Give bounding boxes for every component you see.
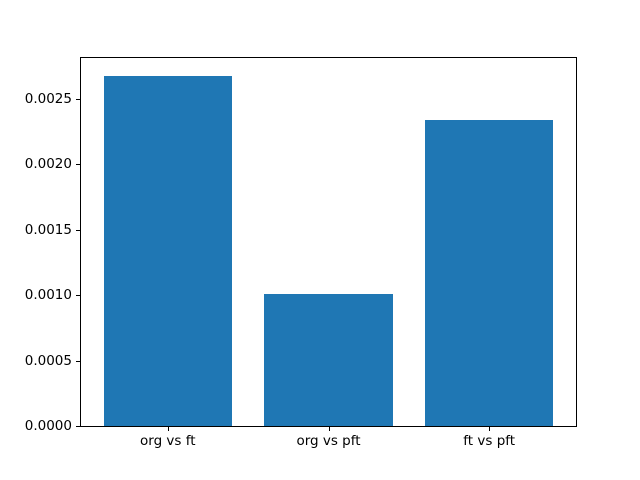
bar-org-vs-pft	[264, 293, 393, 426]
y-axis-tick-label: 0.0010	[24, 287, 72, 304]
plot-area	[80, 57, 577, 427]
x-axis-tick	[489, 427, 491, 431]
y-axis-tick	[76, 99, 80, 101]
bar-org-vs-ft	[103, 75, 233, 426]
x-axis-tick	[167, 427, 169, 431]
y-axis-tick-label: 0.0020	[24, 156, 72, 173]
y-axis-tick	[76, 164, 80, 166]
y-axis-tick-label: 0.0015	[24, 221, 72, 238]
y-axis-tick-label: 0.0025	[24, 91, 72, 108]
x-axis-tick	[328, 427, 330, 431]
y-axis-tick	[76, 360, 80, 362]
bar-ft-vs-pft	[424, 119, 554, 426]
y-axis-tick-label: 0.0005	[24, 352, 72, 369]
y-axis-tick	[76, 426, 80, 427]
y-axis-tick	[76, 295, 80, 297]
x-axis-tick-label: org vs pft	[296, 433, 361, 449]
x-axis-tick-label: ft vs pft	[463, 433, 516, 449]
y-axis-tick	[76, 229, 80, 231]
y-axis-tick-label: 0.0000	[24, 418, 72, 434]
x-axis-tick-label: org vs ft	[140, 433, 196, 449]
